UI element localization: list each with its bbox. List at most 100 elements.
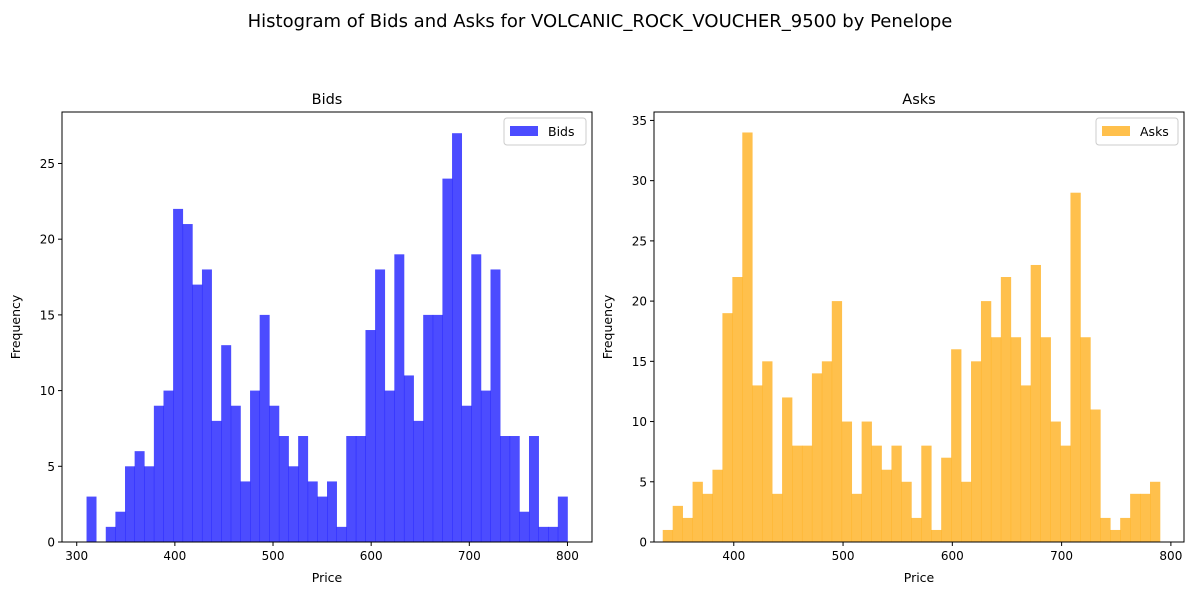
bids-bar <box>115 511 126 542</box>
asks-y-tick-label: 20 <box>632 295 647 309</box>
bids-bar <box>134 451 145 542</box>
asks-axes-frame <box>653 111 1185 543</box>
bids-bar <box>538 526 549 542</box>
bids-y-tick-label: 0 <box>47 536 55 550</box>
asks-title: Asks <box>902 92 935 108</box>
bids-bar <box>432 314 443 542</box>
bids-bar <box>144 466 155 542</box>
asks-x-tick-label: 700 <box>1050 549 1073 563</box>
bids-bar <box>500 436 511 542</box>
asks-bar <box>980 301 992 542</box>
bids-bar <box>221 345 232 542</box>
asks-bar <box>1100 517 1111 542</box>
asks-x-tick-label: 500 <box>832 549 855 563</box>
asks-bar <box>801 445 813 542</box>
bids-bar <box>86 496 97 542</box>
asks-y-tick-label: 25 <box>632 234 647 248</box>
asks-bar <box>1030 264 1041 542</box>
bids-bar <box>327 481 337 542</box>
bids-bar <box>298 436 309 542</box>
bids-bar <box>394 254 405 542</box>
asks-bar <box>990 337 1002 542</box>
bids-bar <box>528 436 539 542</box>
asks-bar <box>861 421 872 542</box>
bids-x-tick-label: 400 <box>163 549 186 563</box>
bids-legend: Bids <box>503 117 587 146</box>
asks-bar <box>841 421 853 542</box>
asks-bar <box>891 445 902 542</box>
bids-bar <box>442 178 453 542</box>
asks-ylabel: Frequency <box>600 294 615 359</box>
asks-bar <box>742 132 753 543</box>
asks-bar <box>1130 493 1141 542</box>
asks-bar <box>672 505 683 542</box>
bids-x-tick-label: 300 <box>65 549 88 563</box>
bids-bar <box>375 269 386 542</box>
asks-histogram-panel: 400 500 600 700 800 0 5 10 15 20 25 30 35 Asks Price Fr… <box>600 92 1185 585</box>
asks-bar <box>782 397 793 542</box>
bids-bar <box>230 405 241 542</box>
asks-bar <box>702 493 713 542</box>
bids-bar <box>288 466 299 542</box>
asks-bar <box>682 517 693 542</box>
bids-xlabel: Price <box>312 570 343 585</box>
asks-bar <box>762 361 773 542</box>
asks-bar <box>1060 445 1071 542</box>
bids-bar <box>125 466 135 542</box>
bids-legend-box <box>503 117 587 146</box>
asks-bar <box>1040 337 1051 542</box>
asks-y-tick-label: 5 <box>639 475 647 489</box>
bids-bar <box>480 390 491 542</box>
asks-bar <box>1010 337 1022 542</box>
asks-bar <box>871 445 882 542</box>
asks-bar <box>941 457 952 542</box>
bids-bar <box>250 390 261 542</box>
bids-bar <box>471 254 482 542</box>
bids-bar <box>519 511 530 542</box>
bids-y-tick-label: 20 <box>40 233 55 247</box>
bids-bar <box>403 375 414 542</box>
bids-legend-swatch <box>510 126 538 136</box>
asks-bar <box>1090 409 1101 542</box>
bids-histogram-panel: 300 400 500 600 700 800 0 5 10 15 20 25 Bids Price Fre… <box>8 92 593 585</box>
asks-bar <box>662 529 674 542</box>
bids-bar <box>317 496 328 542</box>
bids-legend-label: Bids <box>548 124 575 139</box>
asks-bar <box>881 469 892 542</box>
asks-bar <box>1140 493 1151 542</box>
asks-bar <box>961 481 972 542</box>
asks-legend-label: Asks <box>1140 124 1169 139</box>
asks-bar <box>1070 192 1081 542</box>
bids-title: Bids <box>312 92 343 108</box>
bids-bars <box>86 133 568 543</box>
bids-x-tick-label: 800 <box>556 549 579 563</box>
asks-y-tick-label: 10 <box>632 415 647 429</box>
asks-bar <box>971 361 982 542</box>
bids-bar <box>153 405 164 542</box>
asks-bar <box>1110 529 1121 542</box>
asks-x-tick-label: 800 <box>1159 549 1182 563</box>
asks-bar <box>951 349 962 542</box>
bids-bar <box>509 436 520 542</box>
asks-bar <box>1020 385 1032 542</box>
bids-bar <box>346 436 357 542</box>
bids-x-tick-label: 600 <box>360 549 383 563</box>
asks-bar <box>692 481 703 542</box>
asks-y-tick-label: 35 <box>632 114 647 128</box>
bids-bar <box>423 314 434 542</box>
bids-bar <box>336 526 347 542</box>
figure-suptitle: Histogram of Bids and Asks for VOLCANIC_… <box>248 11 953 32</box>
asks-bars <box>662 132 1161 543</box>
bids-bar <box>259 314 270 542</box>
bids-y-tick-label: 5 <box>47 460 55 474</box>
bids-bar <box>452 133 463 542</box>
asks-bar <box>931 529 942 542</box>
bids-bar <box>384 390 395 542</box>
asks-bar <box>911 517 922 542</box>
bids-bar <box>557 496 568 542</box>
bids-bar <box>163 390 174 542</box>
bids-bar <box>365 330 376 542</box>
asks-bar <box>712 469 723 542</box>
bids-x-tick-label: 500 <box>262 549 285 563</box>
